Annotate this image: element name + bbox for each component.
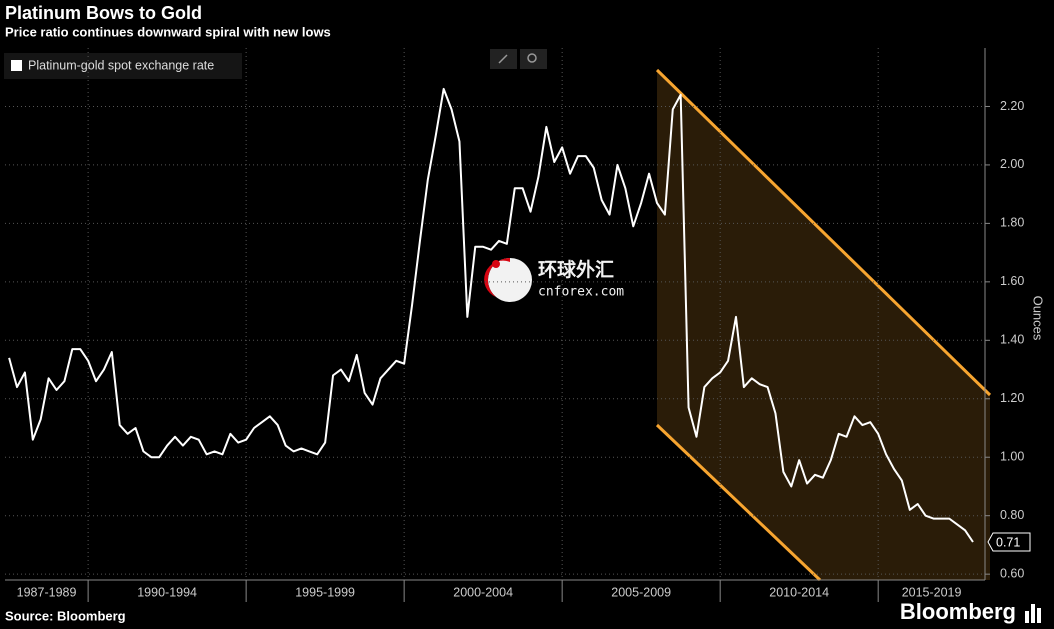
- brand-icon-bar: [1037, 608, 1041, 623]
- last-value-label: 0.71: [996, 535, 1020, 549]
- y-tick-label: 1.80: [1000, 216, 1024, 230]
- legend-box: [4, 53, 242, 79]
- y-tick-label: 0.80: [1000, 508, 1024, 522]
- x-tick-label: 1990-1994: [137, 585, 197, 599]
- y-tick-label: 2.00: [1000, 157, 1024, 171]
- last-value-box: [987, 532, 1031, 552]
- y-axis-label: Ounces: [1031, 296, 1046, 341]
- x-tick-label: 2005-2009: [611, 585, 671, 599]
- watermark: 环球外汇 cnforex.com: [484, 257, 624, 302]
- y-tick-label: 1.40: [1000, 333, 1024, 347]
- legend-label: Platinum-gold spot exchange rate: [28, 58, 214, 72]
- brand-icon-bar: [1031, 604, 1035, 623]
- watermark-logo: [488, 258, 532, 302]
- y-tick-label: 0.60: [1000, 566, 1024, 580]
- brand-icon: [1025, 604, 1041, 623]
- x-tick-label: 2000-2004: [453, 585, 513, 599]
- y-tick-label: 1.20: [1000, 391, 1024, 405]
- x-tick-label: 2015-2019: [902, 585, 962, 599]
- watermark-dot: [492, 260, 500, 268]
- channel-fill: [657, 70, 990, 580]
- legend: Platinum-gold spot exchange rate: [4, 53, 242, 79]
- x-tick-label: 2010-2014: [769, 585, 829, 599]
- watermark-site: cnforex.com: [538, 285, 624, 300]
- channel-upper: [655, 68, 992, 397]
- x-tick-label: 1995-1999: [295, 585, 355, 599]
- channel: [655, 68, 992, 582]
- legend-swatch: [11, 60, 22, 71]
- zoom-icon: [527, 53, 537, 63]
- watermark-logo-red: [484, 257, 510, 297]
- x-tick-label: 1987-1989: [17, 585, 77, 599]
- toolbar: [490, 49, 547, 69]
- y-tick-label: 1.60: [1000, 274, 1024, 288]
- source: Source: Bloomberg: [5, 608, 126, 623]
- brand: Bloomberg: [900, 599, 1016, 624]
- watermark-name: 环球外汇: [538, 258, 614, 281]
- draw-icon: [498, 54, 508, 64]
- brand-icon-bar: [1025, 611, 1029, 623]
- series-line: [8, 87, 974, 543]
- y-tick-label: 2.20: [1000, 99, 1024, 113]
- zoom-button[interactable]: [520, 49, 547, 69]
- channel-lower: [655, 423, 822, 582]
- chart-subtitle: Price ratio continues downward spiral wi…: [5, 24, 331, 39]
- y-tick-label: 1.00: [1000, 450, 1024, 464]
- chart-title: Platinum Bows to Gold: [5, 3, 202, 23]
